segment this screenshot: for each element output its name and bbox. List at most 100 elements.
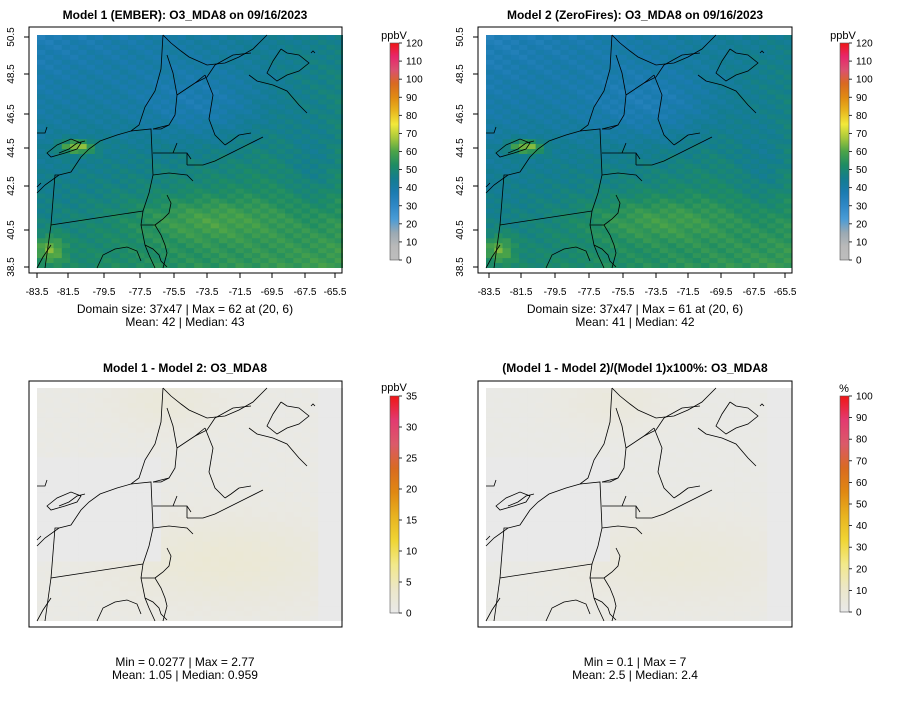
grid-cell	[45, 129, 55, 135]
grid-cell	[161, 462, 170, 468]
grid-cell	[61, 263, 71, 268]
grid-cell	[676, 188, 686, 195]
grid-cell	[194, 44, 204, 51]
grid-cell	[260, 442, 270, 449]
grid-cell	[535, 158, 545, 165]
grid-cell	[78, 263, 88, 268]
grid-cell	[285, 447, 294, 454]
grid-cell	[684, 134, 694, 140]
grid-cell	[610, 84, 619, 91]
grid-cell	[626, 149, 636, 155]
grid-cell	[318, 158, 328, 165]
grid-cell	[103, 536, 113, 543]
grid-cell	[161, 521, 170, 528]
grid-cell	[593, 183, 603, 190]
grid-cell	[169, 35, 179, 41]
grid-cell	[103, 94, 113, 101]
grid-cell	[783, 79, 792, 86]
grid-cell	[53, 442, 63, 449]
grid-cell	[161, 208, 170, 215]
grid-cell	[285, 94, 294, 101]
grid-cell	[127, 467, 137, 473]
grid-cell	[758, 139, 768, 145]
grid-cell	[86, 129, 96, 135]
grid-cell	[576, 233, 586, 239]
grid-cell	[45, 213, 55, 220]
grid-cell	[585, 263, 595, 268]
grid-cell	[494, 243, 504, 249]
grid-cell	[194, 59, 204, 66]
grid-cell	[775, 54, 785, 61]
grid-cell	[103, 124, 113, 130]
grid-cell	[502, 144, 512, 150]
grid-cell	[684, 183, 694, 190]
grid-cell	[53, 178, 63, 185]
grid-cell	[111, 198, 121, 205]
grid-cell	[535, 134, 545, 140]
grid-cell	[227, 173, 237, 180]
grid-cell	[119, 412, 129, 419]
grid-cell	[169, 462, 179, 468]
grid-cell	[634, 119, 644, 125]
grid-cell	[260, 79, 270, 86]
grid-cell	[709, 59, 719, 66]
grid-cell	[185, 536, 195, 543]
grid-cell	[235, 163, 245, 170]
grid-cell	[152, 248, 162, 254]
grid-cell	[161, 223, 170, 229]
grid-cell	[709, 218, 719, 224]
grid-cell	[94, 168, 104, 175]
grid-cell	[519, 64, 528, 71]
grid-cell	[301, 472, 311, 478]
grid-cell	[535, 35, 545, 41]
grid-cell	[552, 94, 562, 101]
grid-cell	[227, 412, 237, 419]
grid-cell	[742, 208, 752, 215]
grid-cell	[318, 243, 328, 249]
grid-cell	[185, 139, 195, 145]
grid-cell	[676, 79, 686, 86]
grid-cell	[144, 492, 154, 498]
grid-cell	[326, 54, 336, 61]
grid-cell	[576, 183, 586, 190]
grid-cell	[218, 263, 228, 268]
grid-cell	[111, 402, 121, 409]
grid-cell	[276, 531, 286, 538]
grid-cell	[593, 168, 603, 175]
grid-cell	[144, 238, 154, 244]
grid-cell	[676, 139, 686, 145]
grid-cell	[301, 213, 311, 220]
grid-cell	[717, 208, 727, 215]
grid-cell	[260, 163, 270, 170]
grid-cell	[86, 119, 96, 125]
grid-cell	[519, 149, 528, 155]
grid-cell	[568, 89, 578, 96]
grid-cell	[194, 89, 204, 96]
grid-cell	[276, 218, 286, 224]
grid-cell	[61, 213, 71, 220]
grid-cell	[119, 452, 129, 459]
grid-cell	[119, 511, 129, 518]
grid-cell	[53, 531, 63, 538]
grid-cell	[750, 114, 760, 120]
grid-cell	[651, 124, 661, 130]
grid-cell	[144, 39, 154, 46]
grid-cell	[758, 144, 768, 150]
grid-cell	[61, 392, 71, 399]
grid-cell	[185, 487, 195, 493]
grid-cell	[86, 417, 96, 424]
grid-cell	[185, 94, 195, 101]
grid-cell	[235, 188, 245, 195]
grid-cell	[260, 531, 270, 538]
border-line	[248, 74, 308, 114]
grid-cell	[285, 417, 294, 424]
grid-cell	[235, 248, 245, 254]
grid-cell	[535, 39, 545, 46]
colorbar-tick-label: 120	[406, 39, 423, 50]
grid-cell	[127, 546, 137, 553]
grid-cell	[61, 94, 71, 101]
grid-cell	[53, 263, 63, 268]
grid-cell	[235, 198, 245, 205]
grid-cell	[318, 69, 328, 76]
grid-cell	[86, 248, 96, 254]
